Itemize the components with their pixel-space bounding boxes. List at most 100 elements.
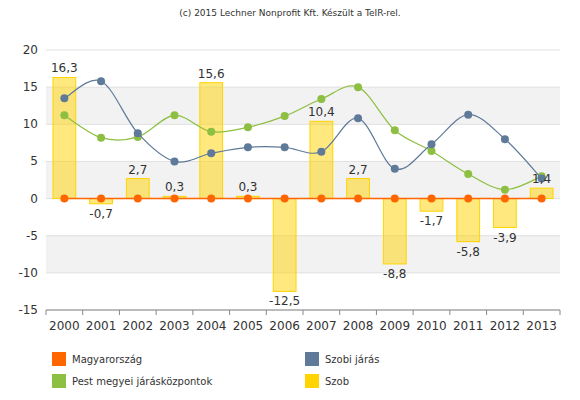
marker	[391, 165, 399, 173]
x-tick-label: 2010	[416, 319, 447, 333]
bar	[310, 121, 333, 198]
data-label: 10,4	[308, 105, 335, 119]
grid-band	[46, 236, 560, 273]
marker	[134, 129, 142, 137]
bar	[457, 199, 480, 242]
grid-line	[46, 87, 560, 88]
data-label: -1,7	[420, 214, 443, 228]
grid-line	[46, 235, 560, 236]
title: (c) 2015 Lechner Nonprofit Kft. Készült …	[179, 8, 400, 18]
marker	[171, 195, 179, 203]
bar	[200, 83, 223, 199]
marker	[207, 195, 215, 203]
legend-swatch	[305, 374, 319, 388]
x-tick-label: 2008	[343, 319, 374, 333]
legend-label: Pest megyei járásközpontok	[72, 376, 212, 387]
x-tick-label: 2002	[123, 319, 154, 333]
x-tick	[376, 310, 377, 315]
y-tick-label: -10	[18, 266, 38, 280]
marker	[501, 195, 509, 203]
marker	[281, 195, 289, 203]
legend-label: Magyarország	[72, 354, 142, 365]
y-tick-label: 20	[23, 43, 38, 57]
marker	[354, 114, 362, 122]
x-tick	[486, 310, 487, 315]
data-label: -12,5	[269, 294, 300, 308]
bar	[53, 77, 76, 198]
x-tick	[119, 310, 120, 315]
marker	[207, 149, 215, 157]
x-tick	[46, 310, 47, 315]
marker	[281, 143, 289, 151]
marker	[317, 195, 325, 203]
marker	[501, 135, 509, 143]
data-label: 15,6	[198, 67, 225, 81]
marker	[171, 157, 179, 165]
data-label: -3,9	[493, 231, 516, 245]
line	[64, 80, 541, 178]
marker	[244, 123, 252, 131]
grid-line	[46, 161, 560, 162]
grid-band	[46, 87, 560, 124]
y-tick-label: 15	[23, 80, 38, 94]
data-label: -0,7	[89, 207, 112, 221]
marker	[538, 195, 546, 203]
marker	[60, 94, 68, 102]
x-tick-label: 2004	[196, 319, 227, 333]
chart: (c) 2015 Lechner Nonprofit Kft. Készült …	[0, 0, 580, 400]
marker	[97, 134, 105, 142]
x-tick-label: 2006	[269, 319, 300, 333]
data-label: 0,3	[238, 180, 257, 194]
data-labels: 16,3 -0,7 2,7 0,3 15,6 0,3 -12,5 10,4 2,7 -8,8 -1,…	[51, 61, 551, 308]
marker	[464, 195, 472, 203]
marker	[428, 140, 436, 148]
x-tick-label: 2009	[380, 319, 411, 333]
x-tick	[339, 310, 340, 315]
legend-swatch	[52, 374, 66, 388]
bar	[273, 199, 296, 292]
marker	[281, 112, 289, 120]
grid-line	[46, 50, 560, 51]
marker	[354, 83, 362, 91]
marker	[244, 195, 252, 203]
marker	[134, 195, 142, 203]
marker	[464, 170, 472, 178]
legend: MagyarországSzobi járásPest megyei járás…	[52, 352, 379, 388]
legend-swatch	[305, 352, 319, 366]
marker	[428, 195, 436, 203]
data-label: 2,7	[128, 163, 147, 177]
marker	[171, 111, 179, 119]
x-tick	[266, 310, 267, 315]
x-tick	[156, 310, 157, 315]
data-label: -8,8	[383, 267, 406, 281]
bar	[494, 199, 517, 228]
marker	[501, 186, 509, 194]
x-tick	[303, 310, 304, 315]
y-tick-label: 10	[23, 117, 38, 131]
x-tick	[560, 310, 561, 315]
y-tick-label: -15	[18, 303, 38, 317]
marker	[317, 148, 325, 156]
y-tick-label: -5	[26, 229, 38, 243]
x-tick-label: 2003	[159, 319, 190, 333]
marker	[244, 143, 252, 151]
legend-label: Szob	[325, 376, 349, 387]
x-tick-label: 2000	[49, 319, 80, 333]
x-tick	[192, 310, 193, 315]
bar	[383, 199, 406, 264]
grid-line	[46, 124, 560, 125]
data-label: 0,3	[165, 180, 184, 194]
grid-line	[46, 198, 560, 199]
grid-line	[46, 272, 560, 273]
x-tick-label: 2012	[490, 319, 521, 333]
legend-swatch	[52, 352, 66, 366]
data-label: 2,7	[349, 163, 368, 177]
marker	[464, 111, 472, 119]
marker	[317, 95, 325, 103]
x-tick	[229, 310, 230, 315]
plot-area	[53, 77, 553, 291]
marker	[60, 111, 68, 119]
x-tick-label: 2001	[86, 319, 117, 333]
line	[64, 86, 541, 190]
data-label: 16,3	[51, 61, 78, 75]
